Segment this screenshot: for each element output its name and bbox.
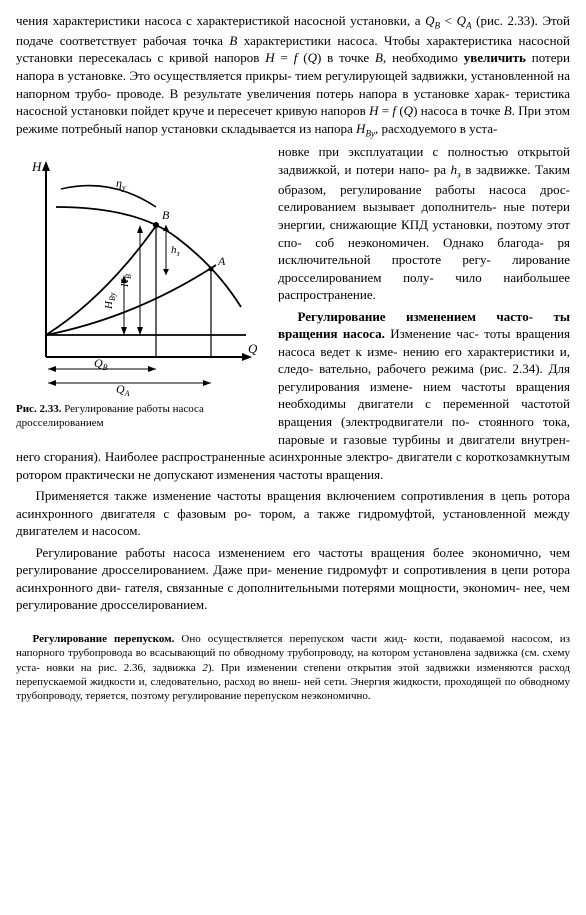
body-paragraph-5: Регулирование перепуском. Оно осуществля…: [16, 632, 570, 703]
svg-text:hз: hз: [171, 244, 180, 258]
body-paragraph-1: чения характеристики насоса с характерис…: [16, 12, 570, 139]
svg-text:HBy: HBy: [103, 293, 117, 311]
svg-text:QB: QB: [94, 356, 108, 372]
figure-2-33-svg: H Q B A ηy hз HB HBy QB QA: [16, 147, 266, 397]
svg-text:A: A: [217, 254, 226, 268]
figure-2-33-caption: Рис. 2.33. Регулирование работы насоса д…: [16, 403, 266, 431]
svg-text:B: B: [162, 208, 170, 222]
svg-text:ηy: ηy: [116, 176, 126, 192]
svg-text:H: H: [31, 159, 42, 174]
body-paragraph-4: Регулирование работы насоса изменением е…: [16, 544, 570, 614]
svg-text:QA: QA: [116, 382, 130, 397]
figure-caption-number: Рис. 2.33.: [16, 403, 61, 415]
figure-2-33: H Q B A ηy hз HB HBy QB QA Рис. 2.33. Ре…: [16, 147, 266, 431]
svg-text:HB: HB: [119, 275, 133, 289]
body-paragraph-3: Применяется также изменение частоты вращ…: [16, 487, 570, 540]
svg-text:Q: Q: [248, 341, 258, 356]
